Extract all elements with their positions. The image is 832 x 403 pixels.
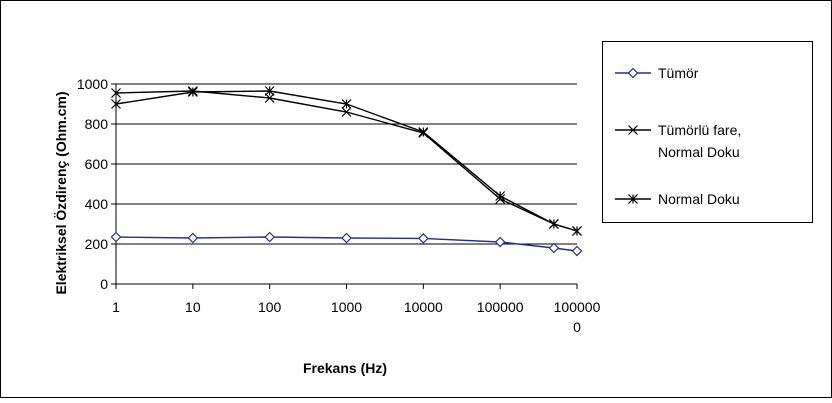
legend-label: Normal Doku [658, 191, 740, 207]
x-tick-label: 100000 0 [554, 299, 601, 335]
data-point [264, 231, 276, 243]
data-point [341, 107, 352, 117]
legend-marker [628, 194, 638, 204]
data-point [417, 233, 429, 244]
data-point [110, 231, 122, 243]
data-point [187, 87, 198, 97]
y-tick-label: 400 [85, 196, 109, 212]
legend-marker [628, 125, 638, 135]
series-line [115, 236, 578, 252]
data-point [548, 219, 559, 229]
x-tick-label: 100 [258, 299, 282, 315]
data-point [341, 232, 352, 244]
data-point [341, 99, 352, 109]
data-point [187, 232, 199, 244]
x-tick-label: 10000 [404, 299, 443, 315]
data-point [264, 86, 275, 96]
x-tick-label: 10 [185, 299, 201, 315]
y-tick-label: 1000 [77, 76, 108, 92]
data-point [548, 242, 560, 254]
series-line [115, 90, 578, 232]
x-tick-label: 1000 [331, 299, 362, 315]
data-point [572, 226, 582, 236]
data-point [495, 191, 506, 201]
x-tick-label: 100000 [477, 299, 524, 315]
data-point [571, 245, 583, 257]
legend: Tümör Tümörlü fare, Normal Doku Normal Doku [602, 41, 813, 223]
axes: 0 200 400 600 800 1000 1 10 100 1000 10000 100000 10… [77, 76, 601, 335]
data-point [111, 88, 121, 98]
legend-label: Tümörlü fare, [658, 122, 741, 138]
y-tick-label: 200 [85, 236, 109, 252]
data-point [418, 127, 429, 137]
x-axis-title: Frekans (Hz) [303, 360, 387, 376]
y-tick-label: 600 [85, 156, 109, 172]
x-tick-label: 1 [112, 299, 120, 315]
legend-label: Normal Doku [658, 144, 740, 160]
y-tick-label: 800 [85, 116, 109, 132]
data-point [111, 99, 121, 109]
legend-marker [627, 67, 639, 79]
data-point [494, 236, 506, 248]
legend-box [602, 41, 813, 223]
y-axis-title: Elektriksel Özdirenç (Ohm.cm) [53, 91, 69, 294]
y-tick-label: 0 [100, 276, 108, 292]
legend-label: Tümör [658, 65, 699, 81]
series-layer [110, 86, 583, 257]
data-point [264, 93, 275, 103]
